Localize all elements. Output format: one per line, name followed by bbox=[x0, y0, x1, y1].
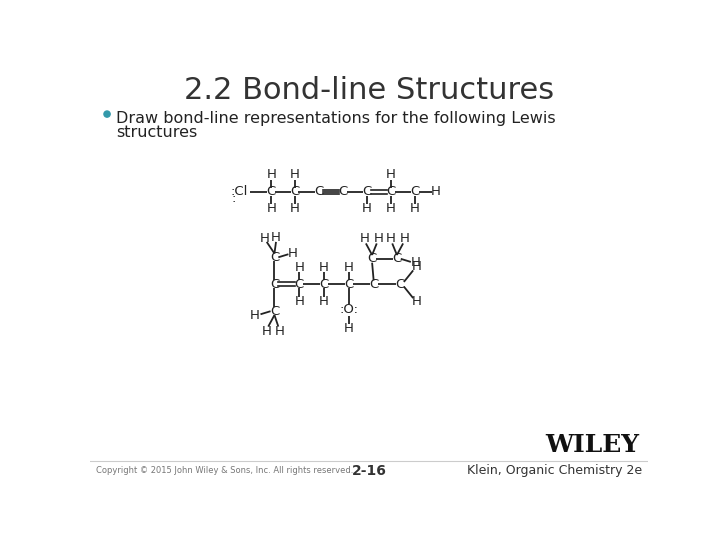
Text: H: H bbox=[289, 202, 300, 215]
Text: :Cl: :Cl bbox=[231, 185, 248, 198]
Text: C: C bbox=[314, 185, 323, 198]
Text: H: H bbox=[262, 325, 271, 338]
Circle shape bbox=[104, 111, 110, 117]
Text: H: H bbox=[344, 322, 354, 335]
Text: C: C bbox=[290, 185, 300, 198]
Text: C: C bbox=[320, 278, 328, 291]
Text: :: : bbox=[231, 192, 235, 205]
Text: C: C bbox=[392, 252, 402, 265]
Text: C: C bbox=[270, 278, 279, 291]
Text: H: H bbox=[319, 261, 329, 274]
Text: H: H bbox=[250, 308, 260, 321]
Text: H: H bbox=[275, 325, 285, 338]
Text: Klein, Organic Chemistry 2e: Klein, Organic Chemistry 2e bbox=[467, 464, 642, 477]
Text: H: H bbox=[412, 260, 422, 273]
Text: C: C bbox=[270, 305, 279, 318]
Text: H: H bbox=[288, 247, 298, 260]
Text: H: H bbox=[412, 295, 422, 308]
Text: C: C bbox=[369, 278, 378, 291]
Text: Draw bond-line representations for the following Lewis: Draw bond-line representations for the f… bbox=[117, 111, 556, 126]
Text: H: H bbox=[259, 232, 269, 245]
Text: H: H bbox=[431, 185, 441, 198]
Text: WILEY: WILEY bbox=[545, 433, 639, 457]
Text: C: C bbox=[410, 185, 419, 198]
Text: H: H bbox=[359, 232, 369, 245]
Text: H: H bbox=[361, 202, 372, 215]
Text: C: C bbox=[344, 278, 354, 291]
Text: H: H bbox=[410, 202, 420, 215]
Text: 2.2 Bond-line Structures: 2.2 Bond-line Structures bbox=[184, 76, 554, 105]
Text: H: H bbox=[271, 231, 281, 244]
Text: H: H bbox=[294, 261, 304, 274]
Text: C: C bbox=[386, 185, 395, 198]
Text: C: C bbox=[362, 185, 372, 198]
Text: C: C bbox=[367, 252, 377, 265]
Text: structures: structures bbox=[117, 125, 197, 140]
Text: H: H bbox=[400, 232, 410, 245]
Text: C: C bbox=[338, 185, 347, 198]
Text: H: H bbox=[344, 261, 354, 274]
Text: H: H bbox=[386, 232, 395, 245]
Text: :O:: :O: bbox=[339, 303, 359, 316]
Text: H: H bbox=[374, 232, 383, 245]
Text: H: H bbox=[294, 295, 304, 308]
Text: Copyright © 2015 John Wiley & Sons, Inc. All rights reserved.: Copyright © 2015 John Wiley & Sons, Inc.… bbox=[96, 466, 354, 475]
Text: C: C bbox=[395, 278, 405, 291]
Text: H: H bbox=[410, 256, 420, 269]
Text: H: H bbox=[266, 202, 276, 215]
Text: H: H bbox=[266, 168, 276, 181]
Text: C: C bbox=[270, 251, 279, 264]
Text: C: C bbox=[266, 185, 276, 198]
Text: H: H bbox=[386, 202, 395, 215]
Text: H: H bbox=[289, 168, 300, 181]
Text: C: C bbox=[294, 278, 304, 291]
Text: H: H bbox=[319, 295, 329, 308]
Text: 2-16: 2-16 bbox=[351, 463, 387, 477]
Text: H: H bbox=[386, 168, 395, 181]
